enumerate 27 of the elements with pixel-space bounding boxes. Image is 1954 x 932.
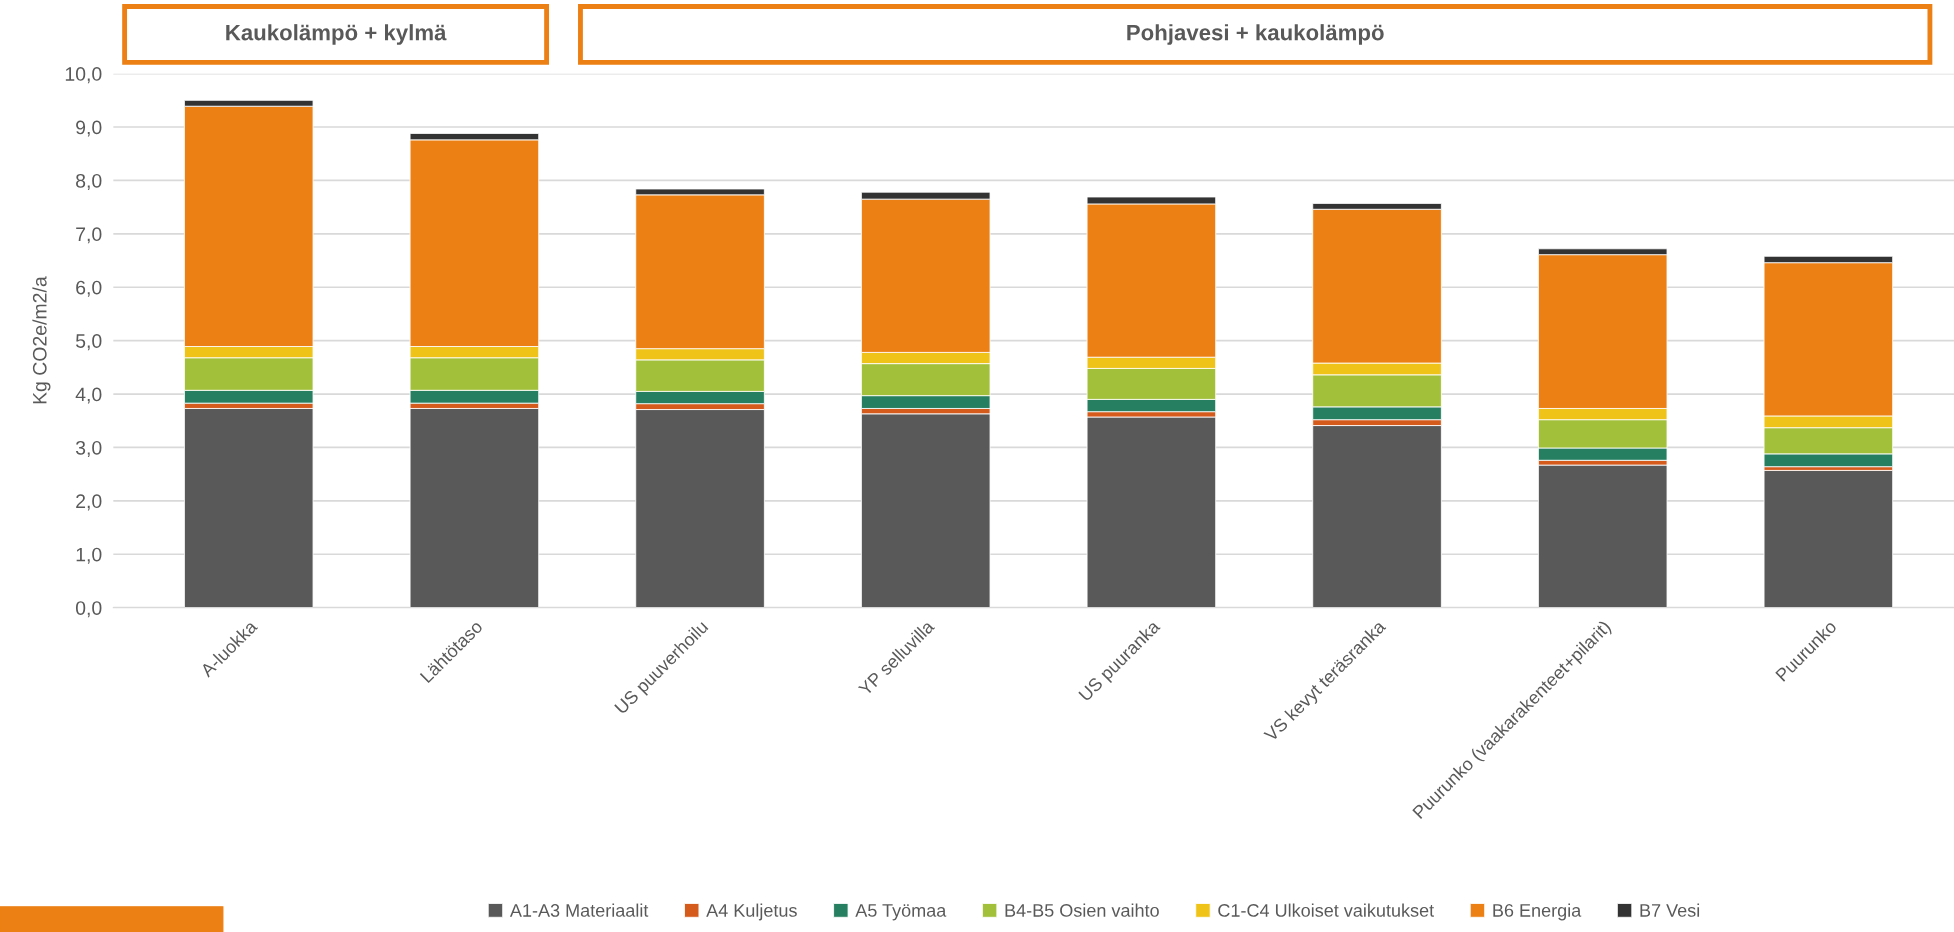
text: Kaukolämpö + kylmä — [226, 24, 447, 45]
y-tick-label: 7,0 — [76, 227, 102, 244]
bar — [1763, 470, 1894, 608]
bar — [1086, 416, 1217, 608]
legend-label: A5 Työmaa — [855, 904, 947, 921]
bar — [184, 408, 314, 608]
y-tick-label: 5,0 — [75, 334, 102, 351]
legend-label: B4-B5 Osien vaihto — [1005, 903, 1159, 917]
bar — [1537, 464, 1668, 608]
legend-label: C1-C4 Ulkoiset vaikutukset — [1218, 903, 1434, 917]
y-tick-label: 10,0 — [65, 67, 102, 84]
legend-label: B6 Energia — [1493, 903, 1582, 921]
y-tick-label: 3,0 — [75, 440, 102, 457]
bar — [860, 413, 991, 608]
y-tick-label: 4,0 — [75, 387, 102, 404]
bar — [409, 408, 540, 608]
legend-label: A1-A3 Materiaalit — [509, 903, 649, 917]
y-tick-label: 8,0 — [76, 173, 102, 190]
y-tick-label: 9,0 — [76, 120, 102, 137]
y-tick-label: 6,0 — [76, 280, 102, 297]
y-axis-title: Kg CO2e/m2/a — [32, 276, 51, 404]
y-tick-label: 1,0 — [76, 547, 102, 564]
text: Pohjavesi + kaukolämpö — [1127, 24, 1384, 45]
y-tick-label: 2,0 — [76, 494, 102, 511]
legend-label: A4 Kuljetus — [706, 903, 797, 921]
legend-label: B7 Vesi — [1640, 903, 1700, 917]
y-tick-label: 0,0 — [75, 601, 102, 618]
